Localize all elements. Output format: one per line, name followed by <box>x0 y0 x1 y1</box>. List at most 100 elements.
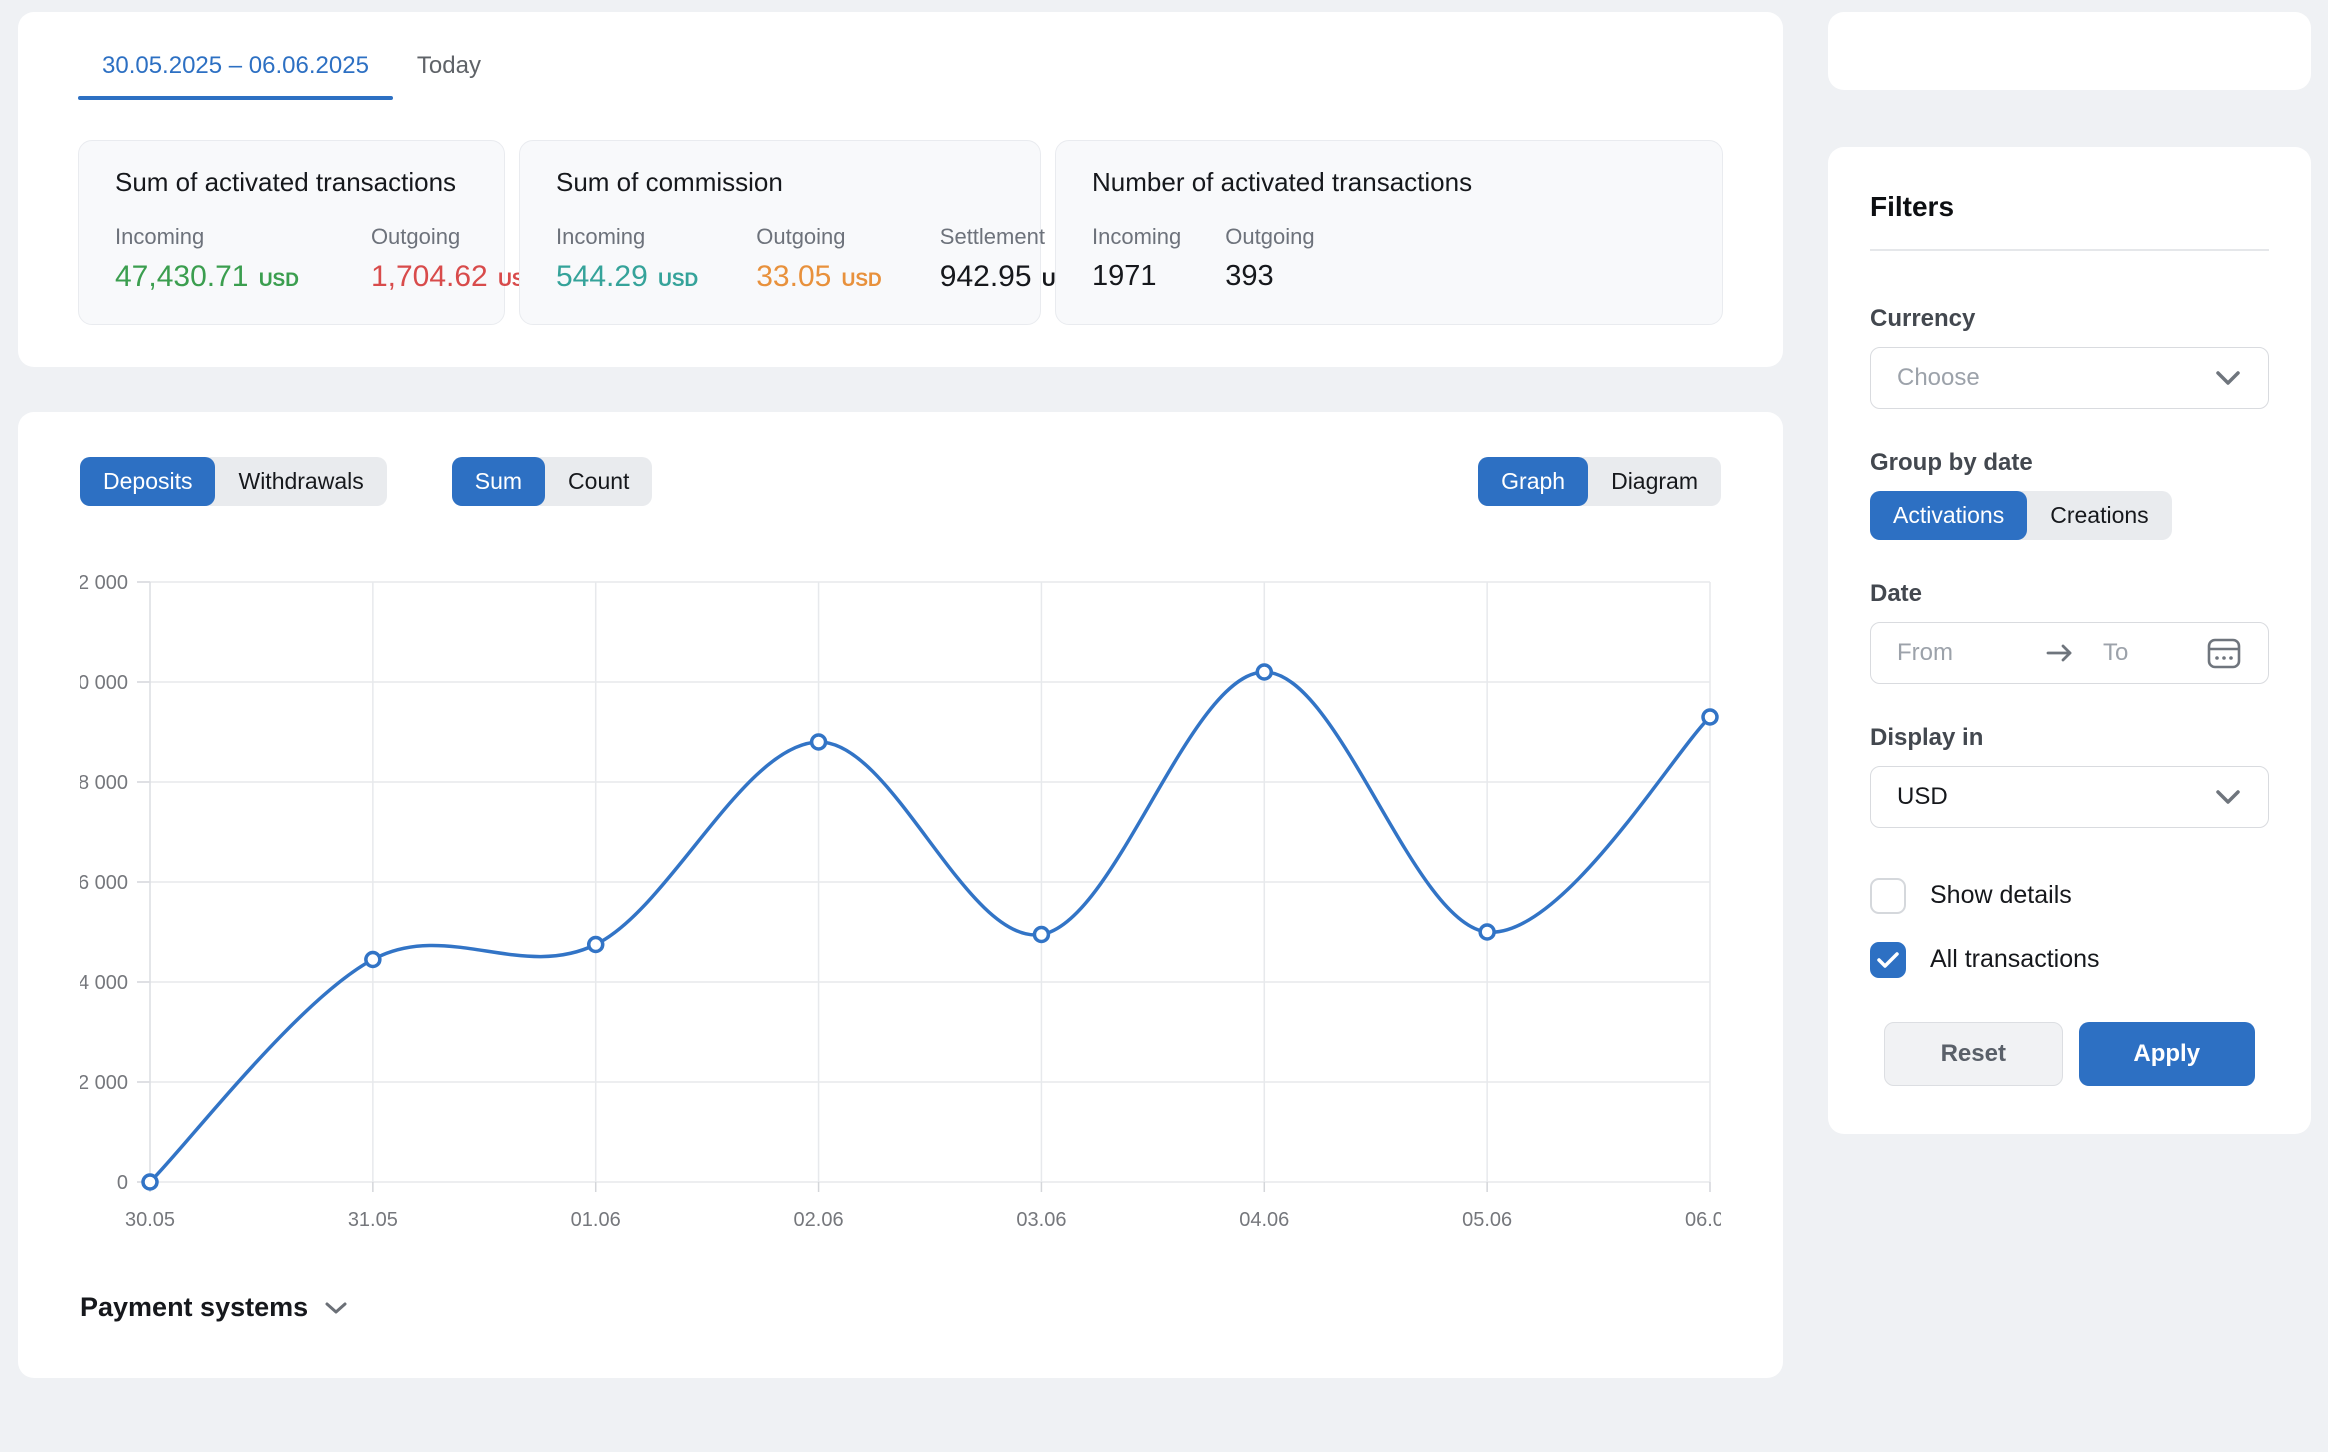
type-toggle-group: Deposits Withdrawals <box>80 457 387 506</box>
toggle-creations[interactable]: Creations <box>2027 491 2171 540</box>
stat-cards-row: Sum of activated transactions Incoming 4… <box>78 140 1723 325</box>
group-by-date-toggle-group: Activations Creations <box>1870 491 2172 540</box>
x-axis-tick-label: 06.06 <box>1685 1209 1721 1231</box>
display-in-value: USD <box>1897 783 1948 811</box>
date-range-input[interactable]: From To <box>1870 622 2269 684</box>
y-axis-tick-label: 4 000 <box>80 972 128 994</box>
metric-value: 1971 <box>1092 260 1181 293</box>
x-axis-tick-label: 02.06 <box>794 1209 844 1231</box>
y-axis-tick-label: 8 000 <box>80 772 128 794</box>
x-axis-tick-label: 30.05 <box>125 1209 175 1231</box>
date-label: Date <box>1870 580 2269 608</box>
y-axis-tick-label: 0 <box>117 1172 128 1194</box>
x-axis-tick-label: 04.06 <box>1239 1209 1289 1231</box>
stat-card-sum-commission: Sum of commission Incoming 544.29 USD Ou… <box>519 140 1041 325</box>
data-point-marker <box>143 1175 157 1189</box>
show-details-label: Show details <box>1930 881 2072 910</box>
main-column: 30.05.2025 – 06.06.2025 Today Sum of act… <box>18 12 1783 1378</box>
data-point-marker <box>1257 665 1271 679</box>
stat-card-title: Sum of activated transactions <box>115 167 468 198</box>
toggle-sum[interactable]: Sum <box>452 457 545 506</box>
chart-card: Deposits Withdrawals Sum Count Graph Dia… <box>18 412 1783 1378</box>
stat-metrics: Incoming 544.29 USD Outgoing 33.05 USD <box>556 224 1004 294</box>
stat-metrics: Incoming 47,430.71 USD Outgoing 1,704.62… <box>115 224 468 294</box>
arrow-right-icon <box>2045 643 2075 663</box>
group-by-date-label: Group by date <box>1870 449 2269 477</box>
date-from-placeholder: From <box>1897 639 2045 667</box>
show-details-checkbox-row[interactable]: Show details <box>1870 878 2269 914</box>
toggle-deposits[interactable]: Deposits <box>80 457 215 506</box>
summary-card: 30.05.2025 – 06.06.2025 Today Sum of act… <box>18 12 1783 367</box>
y-axis-tick-label: 6 000 <box>80 872 128 894</box>
top-right-card <box>1828 12 2311 90</box>
chart-toolbar: Deposits Withdrawals Sum Count Graph Dia… <box>80 457 1721 506</box>
x-axis-tick-label: 05.06 <box>1462 1209 1512 1231</box>
line-series <box>150 672 1710 1182</box>
currency-field: Currency Choose <box>1870 305 2269 409</box>
stat-card-title: Sum of commission <box>556 167 1004 198</box>
data-point-marker <box>589 938 603 952</box>
calendar-icon[interactable] <box>2206 636 2242 670</box>
currency-select-placeholder: Choose <box>1897 364 1980 392</box>
aggregate-toggle-group: Sum Count <box>452 457 653 506</box>
metric-value: 544.29 USD <box>556 260 698 294</box>
metric-outgoing: Outgoing 1,704.62 USD <box>371 224 538 294</box>
y-axis-tick-label: 2 000 <box>80 1072 128 1094</box>
stat-card-sum-activated-transactions: Sum of activated transactions Incoming 4… <box>78 140 505 325</box>
currency-label: Currency <box>1870 305 2269 333</box>
sidebar-column: Filters Currency Choose Group by date Ac… <box>1828 12 2311 1378</box>
metric-incoming: Incoming 1971 <box>1092 224 1181 293</box>
apply-button[interactable]: Apply <box>2079 1022 2256 1086</box>
line-chart: 02 0004 0006 0008 00010 00012 00030.0531… <box>80 554 1721 1240</box>
dashboard-page: 30.05.2025 – 06.06.2025 Today Sum of act… <box>0 0 2328 1378</box>
show-details-checkbox[interactable] <box>1870 878 1906 914</box>
metric-value: 33.05 USD <box>756 260 882 294</box>
toggle-graph[interactable]: Graph <box>1478 457 1588 506</box>
y-axis-tick-label: 10 000 <box>80 672 128 694</box>
metric-label: Outgoing <box>756 224 882 250</box>
data-point-marker <box>1703 710 1717 724</box>
metric-label: Outgoing <box>371 224 538 250</box>
metric-value: 47,430.71 USD <box>115 260 299 294</box>
metric-label: Outgoing <box>1225 224 1314 250</box>
data-point-marker <box>1034 928 1048 942</box>
tab-today[interactable]: Today <box>393 42 505 100</box>
chevron-down-icon <box>2214 370 2242 386</box>
date-field: Date From To <box>1870 580 2269 684</box>
x-axis-tick-label: 01.06 <box>571 1209 621 1231</box>
all-transactions-label: All transactions <box>1930 945 2100 974</box>
currency-suffix: USD <box>658 270 698 291</box>
metric-incoming: Incoming 544.29 USD <box>556 224 698 294</box>
data-point-marker <box>812 735 826 749</box>
toggle-withdrawals[interactable]: Withdrawals <box>215 457 386 506</box>
toggle-activations[interactable]: Activations <box>1870 491 2027 540</box>
all-transactions-checkbox-row[interactable]: All transactions <box>1870 942 2269 978</box>
view-toggle-group: Graph Diagram <box>1478 457 1721 506</box>
toggle-diagram[interactable]: Diagram <box>1588 457 1721 506</box>
metric-incoming: Incoming 47,430.71 USD <box>115 224 299 294</box>
stat-card-number-activated-transactions: Number of activated transactions Incomin… <box>1055 140 1723 325</box>
date-to-placeholder: To <box>2103 639 2128 667</box>
display-in-select[interactable]: USD <box>1870 766 2269 828</box>
tab-date-range[interactable]: 30.05.2025 – 06.06.2025 <box>78 42 393 100</box>
metric-label: Incoming <box>556 224 698 250</box>
metric-label: Incoming <box>115 224 299 250</box>
data-point-marker <box>366 953 380 967</box>
metric-outgoing: Outgoing 33.05 USD <box>756 224 882 294</box>
filters-title: Filters <box>1870 191 2269 223</box>
metric-value: 1,704.62 USD <box>371 260 538 294</box>
metric-value: 393 <box>1225 260 1314 293</box>
data-point-marker <box>1480 925 1494 939</box>
toggle-count[interactable]: Count <box>545 457 652 506</box>
chevron-down-icon <box>324 1301 348 1315</box>
payment-systems-label: Payment systems <box>80 1292 308 1323</box>
reset-button[interactable]: Reset <box>1884 1022 2063 1086</box>
group-by-date-field: Group by date Activations Creations <box>1870 449 2269 540</box>
payment-systems-section-toggle[interactable]: Payment systems <box>80 1292 1721 1323</box>
all-transactions-checkbox[interactable] <box>1870 942 1906 978</box>
currency-suffix: USD <box>842 270 882 291</box>
currency-select[interactable]: Choose <box>1870 347 2269 409</box>
y-axis-tick-label: 12 000 <box>80 572 128 594</box>
x-axis-tick-label: 03.06 <box>1016 1209 1066 1231</box>
check-icon <box>1877 951 1899 969</box>
